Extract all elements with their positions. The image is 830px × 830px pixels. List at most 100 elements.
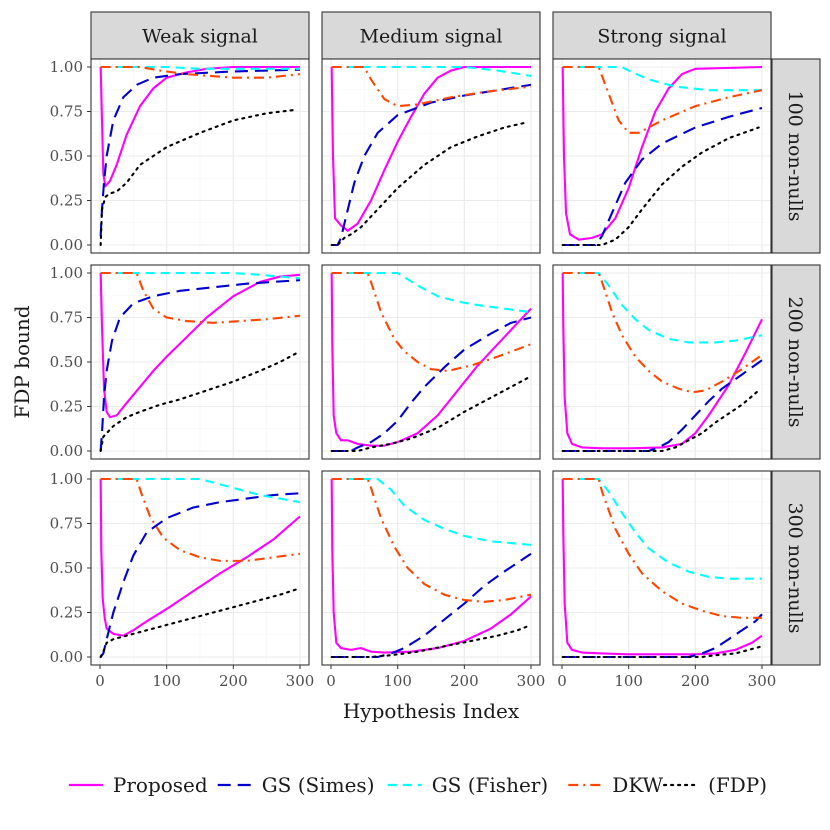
y-tick-label: 0.00 <box>50 236 83 254</box>
y-tick-label: 0.00 <box>50 442 83 460</box>
y-tick-label: 0.75 <box>50 309 83 327</box>
column-strip-bg <box>552 11 772 60</box>
panel-200-non-nulls-weak-signal <box>90 264 310 460</box>
series-line-gs-fisher <box>562 271 763 344</box>
x-tick-label: 100 <box>152 672 181 690</box>
series-line-dkw <box>100 271 301 324</box>
panel-300-non-nulls-strong-signal <box>552 470 772 666</box>
legend-item-fdp: (FDP) <box>662 773 767 797</box>
y-tick-label: 0.25 <box>50 191 83 209</box>
y-tick-label: 0.25 <box>50 603 83 621</box>
panel-border <box>552 470 772 666</box>
column-strip-strong-signal: Strong signal <box>552 11 772 60</box>
series-line-proposed <box>99 272 301 419</box>
series-line-dkw <box>100 477 301 562</box>
column-strip-weak-signal: Weak signal <box>90 11 310 60</box>
series-group <box>330 65 532 247</box>
panel-border <box>321 264 541 460</box>
series-line-gs-fisher <box>331 271 532 314</box>
series-line-proposed <box>561 65 763 241</box>
series-line-dkw <box>331 271 532 372</box>
series-group <box>330 271 532 453</box>
legend-item-proposed: Proposed <box>68 773 208 797</box>
series-line-dkw <box>562 271 763 394</box>
axes-layer: 0.00 0.25 0.50 0.75 1.00 0.00 0.25 0.50 0.75 1.00… <box>50 58 777 690</box>
legend: Proposed GS (Simes) GS (Fisher) DKW (FDP) <box>68 773 767 797</box>
panel-300-non-nulls-medium-signal <box>321 470 541 666</box>
series-line-gs-fisher <box>331 477 532 546</box>
legend-item-dkw: DKW <box>568 773 664 797</box>
series-line-gs-fisher <box>100 65 300 70</box>
legend-label: (FDP) <box>708 773 767 797</box>
series-line-proposed <box>561 272 763 450</box>
series-line-gs-fisher <box>331 65 532 77</box>
series-line-gs-fisher <box>562 477 762 580</box>
y-tick-label: 0.00 <box>50 648 83 666</box>
row-strip-label: 200 non-nulls <box>784 296 806 427</box>
panel-border <box>321 470 541 666</box>
x-tick-label: 200 <box>681 672 710 690</box>
panel-border <box>552 58 772 254</box>
panel-200-non-nulls-medium-signal <box>321 264 541 460</box>
column-strip-bg <box>90 11 310 60</box>
series-line-fdp <box>99 588 298 659</box>
y-tick-label: 0.50 <box>50 559 83 577</box>
legend-label: Proposed <box>113 773 208 797</box>
y-tick-label: 0.25 <box>50 397 83 415</box>
y-tick-label: 0.75 <box>50 103 83 121</box>
column-strip-bg <box>321 11 541 60</box>
series-group <box>99 271 301 453</box>
panel-100-non-nulls-medium-signal <box>321 58 541 254</box>
series-line-gs-simes <box>562 106 763 247</box>
series-line-proposed <box>99 479 301 637</box>
x-tick-label: 0 <box>557 672 567 690</box>
x-tick-label: 100 <box>383 672 412 690</box>
series-line-gs-simes <box>99 68 301 237</box>
series-line-gs-fisher <box>100 271 301 280</box>
series-line-proposed <box>330 479 532 654</box>
row-strip-bg <box>771 470 821 666</box>
x-tick-label: 300 <box>517 672 546 690</box>
panel-border <box>321 58 541 254</box>
series-line-fdp <box>330 121 529 247</box>
panels-layer: Weak signal Medium signal Strong signal 100… <box>90 11 821 666</box>
legend-item-gs-simes: GS (Simes) <box>217 773 375 797</box>
panel-border <box>552 264 772 460</box>
legend-label: GS (Simes) <box>262 773 375 797</box>
series-line-proposed <box>330 65 531 232</box>
panel-100-non-nulls-weak-signal <box>90 58 310 254</box>
series-line-gs-fisher <box>100 477 301 504</box>
series-line-dkw <box>562 65 763 134</box>
row-strip-300-non-nulls: 300 non-nulls <box>771 470 821 666</box>
row-strip-label: 300 non-nulls <box>784 502 806 633</box>
panel-300-non-nulls-weak-signal <box>90 470 310 666</box>
series-group <box>99 477 301 659</box>
series-line-fdp <box>330 623 533 659</box>
series-group <box>561 65 763 247</box>
series-line-dkw <box>331 65 532 108</box>
series-group <box>99 65 301 247</box>
series-line-gs-simes <box>99 492 301 658</box>
legend-label: GS (Fisher) <box>432 773 548 797</box>
series-line-proposed <box>561 478 763 656</box>
series-line-proposed <box>330 273 532 447</box>
row-strip-200-non-nulls: 200 non-nulls <box>771 264 821 460</box>
series-line-fdp <box>99 108 298 247</box>
column-strip-label: Medium signal <box>360 26 503 48</box>
x-axis-title: Hypothesis Index <box>343 699 520 723</box>
series-group <box>561 271 763 453</box>
row-strip-100-non-nulls: 100 non-nulls <box>771 58 821 254</box>
x-tick-label: 300 <box>286 672 315 690</box>
y-tick-label: 1.00 <box>50 264 83 282</box>
series-group <box>561 477 764 659</box>
y-tick-label: 1.00 <box>50 58 83 76</box>
series-line-fdp <box>561 645 764 659</box>
series-group <box>330 477 533 659</box>
x-tick-label: 0 <box>95 672 105 690</box>
y-tick-label: 0.50 <box>50 353 83 371</box>
legend-label: DKW <box>612 773 663 797</box>
y-tick-label: 0.75 <box>50 515 83 533</box>
x-tick-label: 100 <box>614 672 643 690</box>
panel-200-non-nulls-strong-signal <box>552 264 772 460</box>
